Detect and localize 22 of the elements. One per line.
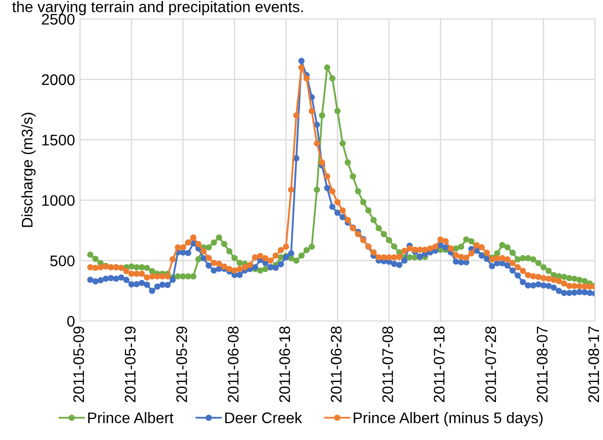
y-tick-label: 1000 (42, 195, 75, 206)
y-tick-label: 2000 (42, 74, 75, 86)
legend-label: Deer Creek (225, 412, 302, 424)
y-tick-label: 1500 (42, 134, 75, 146)
legend-label: Prince Albert (minus 5 days) (354, 412, 543, 426)
x-tick-label: 2011-05-19 (124, 326, 136, 402)
x-tick-label: 2011-08-07 (536, 326, 548, 402)
x-tick-label: 2011-07-18 (434, 326, 445, 402)
y-axis-title: Discharge (m3/s) (21, 112, 36, 227)
y-tick-label: 0 (67, 316, 75, 327)
x-tick-label: 2011-05-09 (73, 326, 84, 402)
legend-label: Prince Albert (88, 412, 174, 424)
text: the varying terrain and precipitation events. (12, 1, 303, 16)
x-tick-label: 2011-08-17 (588, 326, 600, 402)
x-tick-label: 2011-06-28 (330, 326, 342, 402)
x-tick-label: 2011-06-18 (279, 326, 290, 402)
y-tick-label: 500 (50, 255, 75, 266)
y-tick-label: 2500 (42, 14, 75, 25)
x-tick-label: 2011-05-29 (176, 326, 188, 402)
x-tick-label: 2011-06-08 (228, 326, 239, 402)
x-tick-label: 2011-07-28 (485, 326, 496, 402)
x-tick-label: 2011-07-08 (382, 326, 394, 402)
